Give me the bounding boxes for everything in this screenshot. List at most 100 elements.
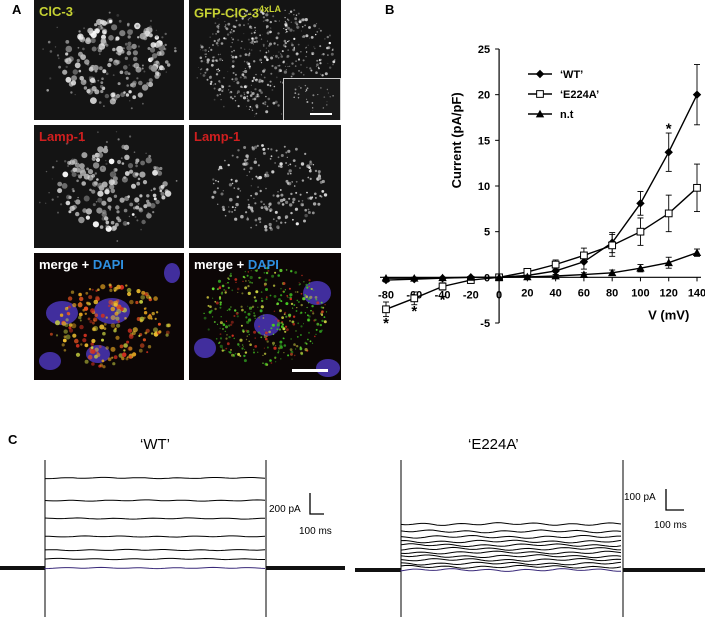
vesicle-dot (98, 364, 102, 368)
vesicle-dot (264, 19, 267, 22)
vesicle-dot (285, 269, 288, 271)
vesicle-dot (319, 323, 322, 327)
vesicle-dot (301, 26, 304, 28)
vesicle-dot (150, 65, 158, 72)
vesicle-dot (91, 338, 96, 344)
vesicle-dot (280, 294, 283, 297)
vesicle-dot (213, 190, 217, 194)
vesicle-dot (291, 62, 294, 65)
vesicle-dot (246, 97, 248, 99)
vesicle-dot (314, 169, 318, 173)
vesicle-dot (303, 323, 304, 325)
vesicle-dot (278, 165, 281, 168)
vesicle-dot (320, 306, 323, 309)
vesicle-dot (240, 324, 243, 327)
legend-entry: ‘WT’ (528, 69, 583, 81)
vesicle-dot (210, 48, 213, 52)
vesicle-dot (278, 51, 280, 53)
wt-scale-x-label: 100 ms (299, 526, 332, 537)
vesicle-dot (305, 51, 308, 53)
vesicle-dot (250, 226, 252, 229)
vesicle-dot (89, 320, 93, 324)
vesicle-dot (161, 195, 166, 200)
vesicle-dot (263, 203, 265, 205)
vesicle-dot (81, 140, 84, 142)
vesicle-dot (95, 200, 98, 203)
vesicle-dot (295, 310, 298, 312)
vesicle-dot (310, 288, 313, 290)
vesicle-dot (289, 319, 291, 322)
vesicle-dot (245, 211, 248, 214)
vesicle-dot (90, 97, 97, 104)
vesicle-dot (247, 199, 250, 201)
vesicle-dot (218, 286, 222, 290)
vesicle-dot (284, 21, 286, 23)
micrograph-merge-right-texture (194, 264, 340, 377)
vesicle-dot (147, 81, 154, 88)
vesicle-dot (220, 316, 222, 318)
vesicle-dot (247, 53, 251, 57)
vesicle-dot (279, 165, 283, 168)
vesicle-dot (141, 64, 144, 67)
vesicle-dot (254, 88, 257, 91)
vesicle-dot (100, 84, 104, 89)
vesicle-dot (267, 30, 269, 32)
vesicle-dot (315, 23, 318, 25)
vesicle-dot (213, 98, 216, 101)
vesicle-dot (282, 44, 286, 47)
vesicle-dot (297, 58, 301, 61)
vesicle-dot (277, 104, 280, 107)
vesicle-dot (75, 199, 81, 205)
vesicle-dot (108, 11, 111, 14)
vesicle-dot (96, 351, 99, 354)
vesicle-dot (110, 92, 116, 98)
current-trace (400, 568, 622, 572)
vesicle-dot (287, 65, 289, 68)
vesicle-dot (135, 205, 140, 210)
vesicle-dot (261, 144, 264, 147)
vesicle-dot (219, 93, 221, 96)
vesicle-dot (104, 189, 110, 195)
micrograph-label-dapi: DAPI (247, 257, 279, 272)
y-tick-label: 10 (478, 181, 490, 193)
vesicle-dot (247, 38, 250, 41)
vesicle-dot (145, 157, 152, 164)
vesicle-dot (248, 280, 250, 282)
vesicle-dot (317, 202, 321, 206)
vesicle-dot (232, 38, 235, 41)
vesicle-dot (104, 93, 110, 99)
vesicle-dot (112, 172, 115, 175)
vesicle-dot (290, 338, 292, 340)
vesicle-dot (101, 359, 105, 363)
vesicle-dot (62, 338, 67, 343)
vesicle-dot (77, 46, 80, 49)
vesicle-dot (265, 337, 268, 341)
vesicle-dot (269, 202, 272, 205)
vesicle-dot (55, 160, 58, 163)
vesicle-dot (291, 181, 293, 183)
vesicle-dot (253, 197, 255, 200)
vesicle-dot (150, 189, 153, 192)
vesicle-dot (68, 56, 74, 62)
vesicle-dot (287, 296, 289, 298)
vesicle-dot (287, 40, 289, 43)
vesicle-dot (327, 46, 331, 50)
data-point (664, 148, 673, 157)
wt-current-traces (0, 460, 345, 617)
vesicle-dot (323, 316, 326, 318)
vesicle-dot (326, 104, 328, 106)
vesicle-dot (298, 200, 300, 203)
vesicle-dot (263, 76, 266, 79)
vesicle-dot (287, 172, 290, 175)
vesicle-dot (283, 145, 286, 148)
vesicle-dot (66, 194, 71, 200)
vesicle-dot (223, 37, 226, 40)
vesicle-dot (300, 51, 302, 53)
vesicle-dot (269, 210, 272, 212)
vesicle-dot (104, 216, 109, 221)
vesicle-dot (314, 335, 316, 338)
vesicle-dot (307, 319, 310, 321)
vesicle-dot (277, 274, 280, 277)
vesicle-dot (259, 58, 262, 62)
vesicle-dot (254, 202, 257, 205)
